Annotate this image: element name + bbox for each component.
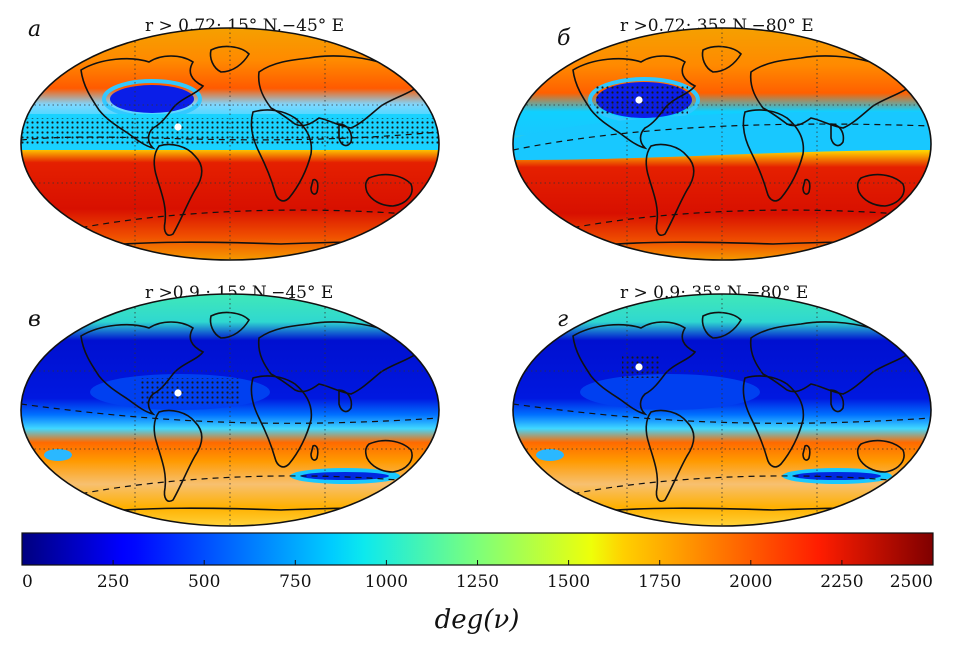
panel-a-map [21, 28, 439, 260]
colorbar-tick-label: 1750 [638, 572, 681, 592]
panel-a: а r > 0.72; 15° N,−45° E [20, 16, 440, 261]
panel-d-point-marker [635, 363, 643, 371]
panel-c-map [21, 294, 439, 526]
colorbar-gradient [21, 532, 934, 566]
colorbar-tick-label: 500 [188, 572, 220, 592]
colorbar-tick-label: 2250 [820, 572, 863, 592]
panel-c-label: в [28, 307, 41, 332]
panel-d-map [513, 294, 931, 526]
panel-b-map [513, 28, 931, 260]
panel-b-label: б [557, 26, 571, 51]
colorbar-tick-label: 1500 [547, 572, 590, 592]
colorbar-tick-label: 0 [22, 572, 33, 592]
colorbar-tick-label: 250 [97, 572, 129, 592]
panel-c-point-marker [174, 389, 182, 397]
panel-d-label: г [557, 307, 568, 332]
colorbar-tick-label: 1000 [365, 572, 408, 592]
colorbar-tick-label: 2500 [890, 572, 933, 592]
panel-b-point-marker [635, 96, 643, 104]
colorbar-tick-label: 750 [279, 572, 311, 592]
panel-a-label: а [28, 17, 41, 42]
panel-a-point-marker [174, 123, 182, 131]
panel-c: в r >0.9 ; 15° N,−45° E [20, 283, 440, 527]
panel-d: г r > 0.9; 35° N,−80° E [512, 283, 932, 527]
colorbar: 0 250 500 750 1000 1250 1500 1750 2000 2250 2500 d… [21, 532, 934, 635]
colorbar-title: deg(ν) [435, 605, 520, 635]
colorbar-ticks: 0 250 500 750 1000 1250 1500 1750 2000 2250 2500 [21, 560, 934, 592]
colorbar-tick-label: 2000 [729, 572, 772, 592]
panel-b: б r >0.72; 35° N,−80° E [512, 16, 932, 261]
colorbar-tick-label: 1250 [456, 572, 499, 592]
